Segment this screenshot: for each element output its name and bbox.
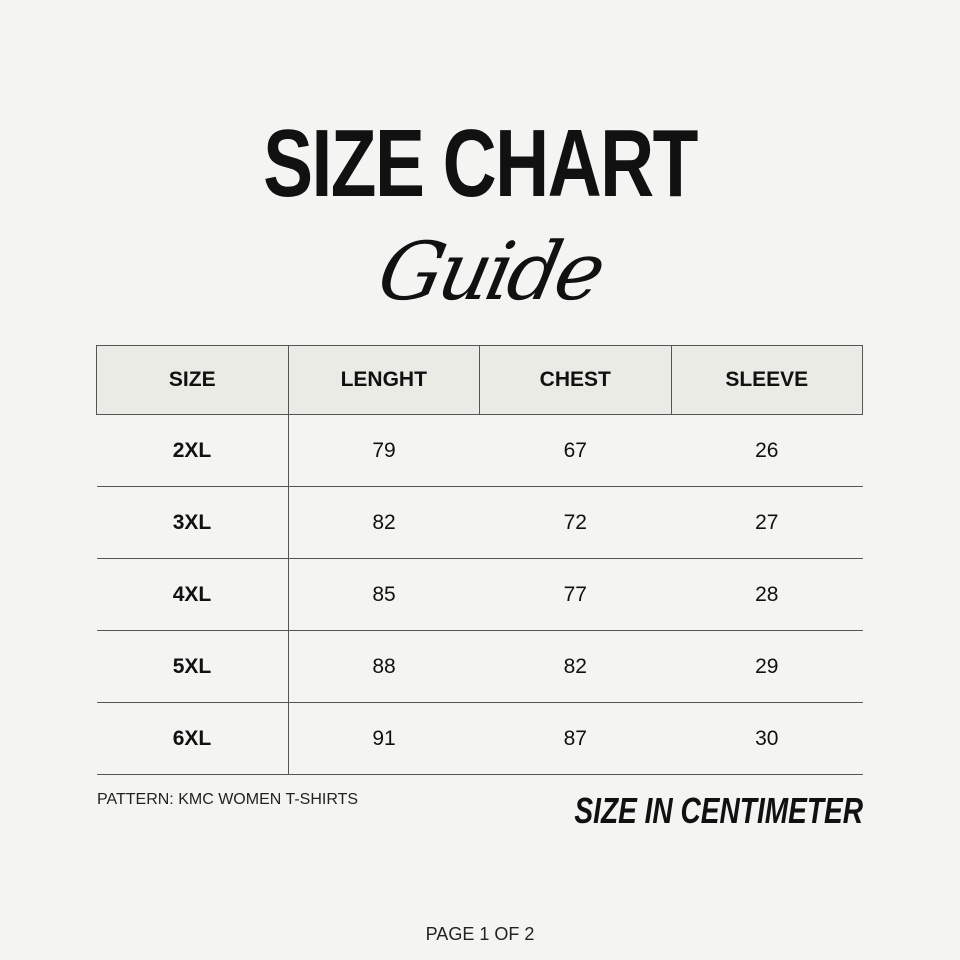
cell-chest: 72 — [479, 486, 671, 559]
header-size: SIZE — [96, 345, 289, 415]
cell-sleeve: 26 — [671, 414, 863, 487]
cell-length: 85 — [288, 558, 480, 631]
table-row: 3XL 82 72 27 — [96, 486, 863, 559]
page-indicator: PAGE 1 OF 2 — [425, 924, 535, 944]
cell-length: 82 — [288, 486, 480, 559]
page-subtitle: Guide — [370, 225, 610, 318]
size-table: SIZE LENGHT CHEST SLEEVE 2XL 79 67 26 3X… — [96, 345, 863, 775]
cell-length: 91 — [288, 702, 480, 775]
cell-chest: 67 — [479, 414, 671, 487]
table-row: 5XL 88 82 29 — [96, 630, 863, 703]
table-row: 6XL 91 87 30 — [96, 702, 863, 775]
cell-sleeve: 27 — [671, 486, 863, 559]
cell-chest: 87 — [479, 702, 671, 775]
cell-sleeve: 28 — [671, 558, 863, 631]
table-row: 2XL 79 67 26 — [96, 414, 863, 487]
header-sleeve: SLEEVE — [670, 345, 863, 415]
unit-note: SIZE IN CENTIMETER — [574, 790, 863, 831]
cell-length: 79 — [288, 414, 480, 487]
header-length: LENGHT — [287, 345, 480, 415]
cell-chest: 77 — [479, 558, 671, 631]
header-chest: CHEST — [479, 345, 672, 415]
cell-chest: 82 — [479, 630, 671, 703]
table-row: 4XL 85 77 28 — [96, 558, 863, 631]
table-header-row: SIZE LENGHT CHEST SLEEVE — [96, 345, 863, 415]
cell-size: 6XL — [96, 702, 289, 775]
cell-sleeve: 29 — [671, 630, 863, 703]
cell-size: 3XL — [96, 486, 289, 559]
cell-length: 88 — [288, 630, 480, 703]
pattern-label: PATTERN: KMC WOMEN T-SHIRTS — [97, 791, 359, 808]
page-title: SIZE CHART — [263, 110, 698, 217]
cell-size: 5XL — [96, 630, 289, 703]
cell-sleeve: 30 — [671, 702, 863, 775]
cell-size: 4XL — [96, 558, 289, 631]
cell-size: 2XL — [96, 414, 289, 487]
